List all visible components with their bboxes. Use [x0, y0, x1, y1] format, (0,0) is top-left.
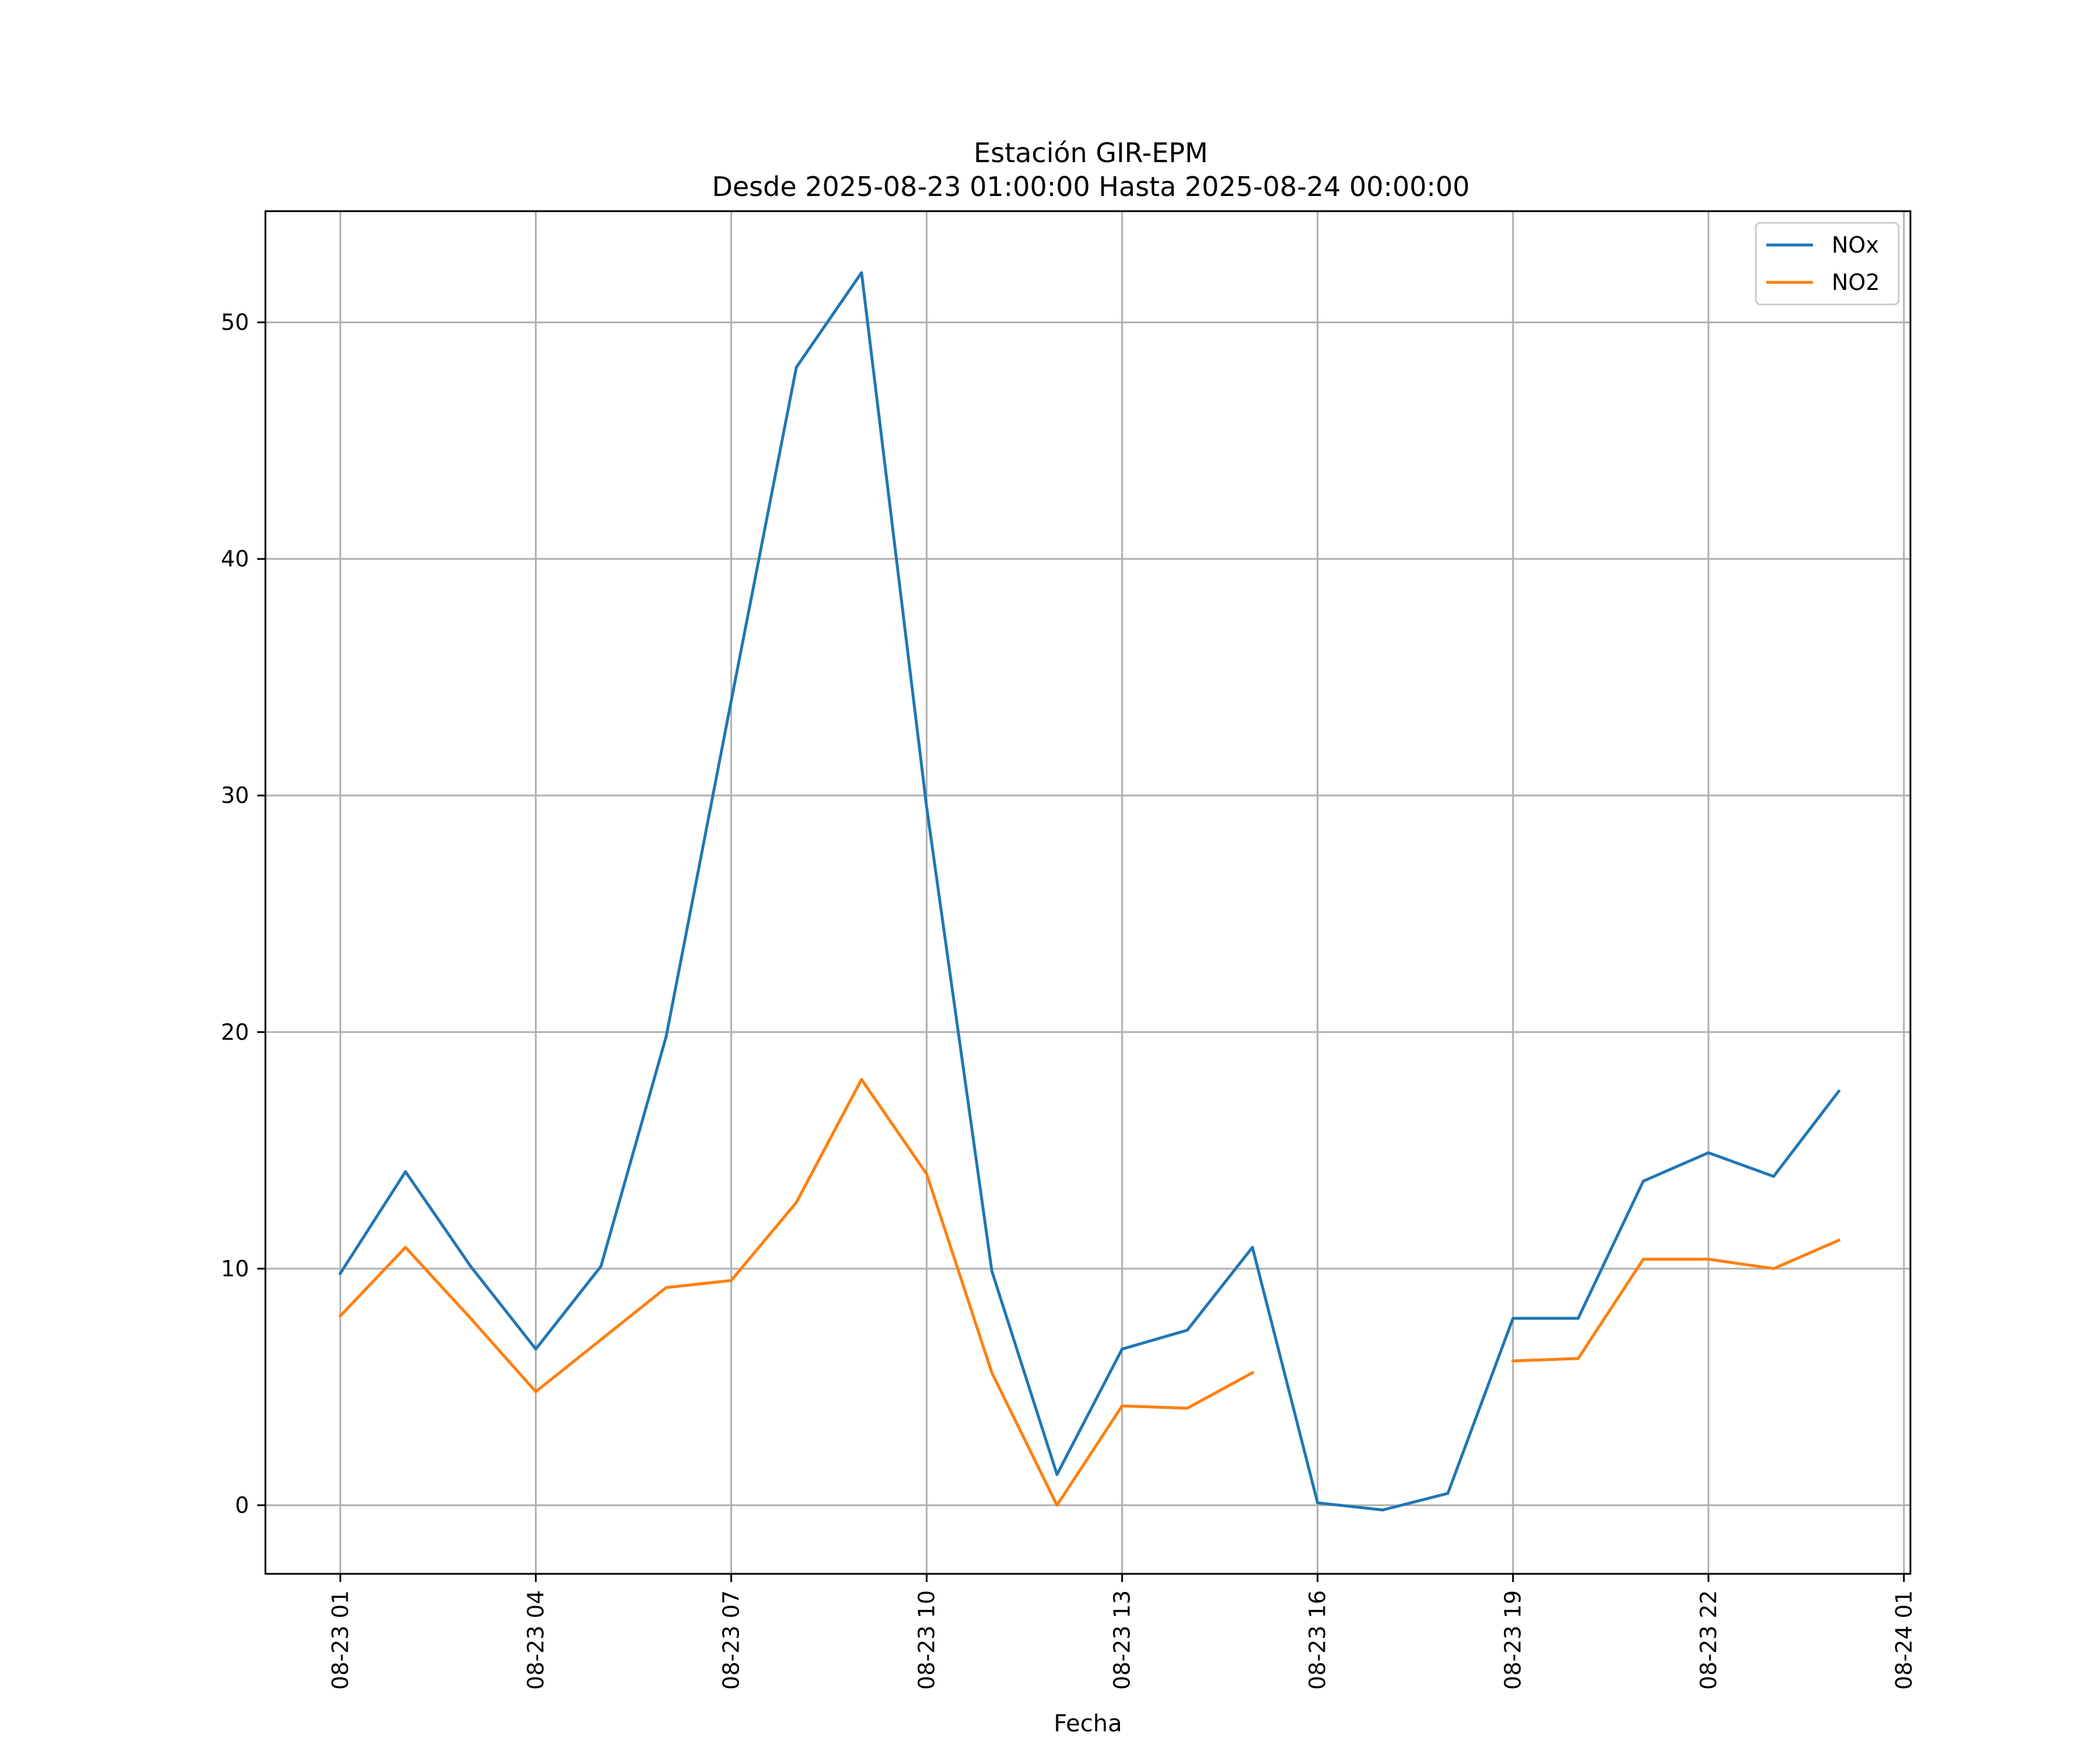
y-tick-label: 30: [221, 783, 249, 808]
x-tick-label: 08-23 22: [1696, 1590, 1721, 1690]
y-tick-label: 50: [221, 310, 249, 335]
y-tick-label: 10: [221, 1256, 249, 1282]
x-tick-label: 08-23 01: [327, 1590, 353, 1690]
axis-ticks: 08-23 01 08-23 04 08-23 07 08-23 10 08-23 13…: [221, 310, 1917, 1690]
chart-title: Estación GIR-EPM: [974, 137, 1208, 169]
x-tick-label: 08-23 07: [719, 1590, 744, 1690]
x-axis-label: Fecha: [1054, 1710, 1122, 1737]
chart-subtitle: Desde 2025-08-23 01:00:00 Hasta 2025-08-…: [712, 171, 1469, 202]
y-tick-label: 20: [221, 1019, 249, 1045]
series-line-nox: [338, 271, 1841, 1511]
x-tick-label: 08-23 16: [1305, 1590, 1331, 1690]
legend-frame: [1755, 222, 1900, 306]
x-tick-label: 08-24 01: [1891, 1590, 1917, 1690]
y-tick-label: 40: [221, 546, 249, 572]
x-tick-label: 08-23 19: [1500, 1590, 1526, 1690]
y-tick-label: 0: [235, 1492, 249, 1518]
plot-series: [338, 271, 1841, 1511]
x-tick-label: 08-23 13: [1110, 1590, 1135, 1690]
x-tick-label: 08-23 10: [914, 1590, 940, 1690]
x-tick-label: 08-23 04: [523, 1590, 548, 1690]
plot-frame: [264, 210, 1912, 1575]
legend-label-nox: NOx: [1832, 232, 1879, 258]
legend-label-no2: NO2: [1832, 270, 1880, 295]
legend: NOx NO2: [1755, 222, 1900, 306]
